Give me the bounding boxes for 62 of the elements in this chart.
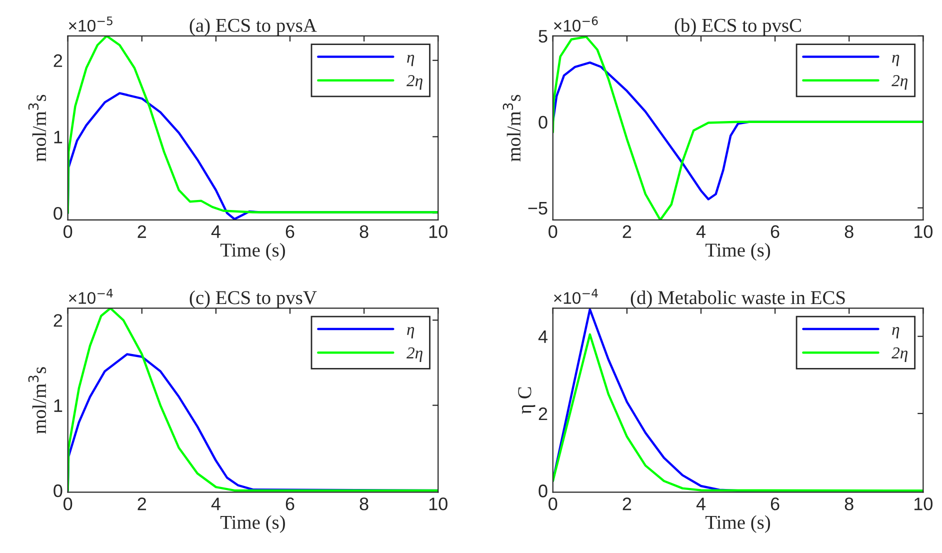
legend-label: η bbox=[892, 327, 900, 338]
x-tick-label: 6 bbox=[770, 225, 780, 238]
y-tick-label: 5 bbox=[538, 30, 548, 43]
legend-label: 2η bbox=[406, 347, 422, 362]
text: ×10$^{−5}$ bbox=[68, 16, 112, 32]
x-tick-label: 8 bbox=[360, 225, 368, 238]
x-tick-label: 8 bbox=[844, 225, 854, 238]
x-tick-label: 6 bbox=[286, 225, 294, 238]
y-tick-label: 4 bbox=[538, 330, 548, 343]
x-tick-label: 4 bbox=[696, 498, 706, 510]
x-tick-label: 8 bbox=[360, 498, 368, 510]
y-tick-label: 0 bbox=[54, 206, 62, 220]
x-tick-label: 4 bbox=[211, 498, 220, 510]
line-series bbox=[68, 308, 438, 492]
x-tick-label: 0 bbox=[548, 498, 558, 510]
text: ×10$^{−4}$ bbox=[68, 288, 113, 304]
legend-label: 2η bbox=[892, 347, 908, 362]
y-tick-label: 0 bbox=[538, 116, 548, 129]
x-tick-label: 4 bbox=[696, 225, 706, 238]
y-tick-label: −5 bbox=[528, 202, 548, 215]
line-series bbox=[552, 36, 924, 220]
y-axis-title: mol/m$^{3}$s bbox=[502, 94, 521, 162]
x-tick-label: 10 bbox=[914, 225, 932, 238]
y-axis-title: mol/m$^{3}$s bbox=[28, 367, 46, 434]
legend-label: η bbox=[407, 327, 414, 338]
chart-title: (d) Metabolic waste in ECS bbox=[630, 290, 845, 308]
x-tick-label: 2 bbox=[138, 498, 146, 510]
y-tick-label: 2 bbox=[538, 407, 548, 420]
chart-title: (b) ECS to pvsC bbox=[674, 18, 801, 36]
legend-label: η bbox=[407, 54, 414, 66]
x-tick-label: 8 bbox=[844, 498, 854, 510]
x-axis-title: Time (s) bbox=[220, 515, 285, 533]
x-tick-label: 2 bbox=[622, 498, 632, 510]
y-axis-title: mol/m$^{3}$s bbox=[28, 94, 46, 162]
text: ×10$^{−6}$ bbox=[554, 16, 598, 32]
y-tick-label: 0 bbox=[54, 484, 62, 498]
y-tick-label: 2 bbox=[54, 54, 62, 67]
x-tick-label: 0 bbox=[548, 225, 558, 238]
y-tick-label: 2 bbox=[54, 314, 62, 327]
x-tick-label: 10 bbox=[429, 498, 448, 510]
x-tick-label: 2 bbox=[622, 225, 632, 238]
y-tick-label: 1 bbox=[54, 130, 62, 144]
legend-label: 2η bbox=[892, 75, 908, 90]
chart-title: (a) ECS to pvsA bbox=[190, 18, 317, 36]
x-tick-label: 4 bbox=[211, 225, 220, 238]
y-tick-label: 1 bbox=[54, 399, 62, 412]
x-tick-label: 0 bbox=[64, 498, 72, 510]
chart-title: (c) ECS to pvsV bbox=[190, 290, 317, 308]
y-axis-title: η C bbox=[518, 387, 536, 414]
x-tick-label: 10 bbox=[914, 498, 932, 510]
x-tick-label: 2 bbox=[138, 225, 146, 238]
x-axis-title: Time (s) bbox=[706, 515, 770, 533]
x-tick-label: 10 bbox=[429, 225, 448, 238]
legend-label: 2η bbox=[406, 75, 422, 90]
x-axis-title: Time (s) bbox=[706, 242, 770, 261]
x-tick-label: 0 bbox=[64, 225, 72, 238]
x-axis-title: Time (s) bbox=[220, 242, 285, 261]
text: ×10$^{−4}$ bbox=[554, 288, 598, 304]
x-tick-label: 6 bbox=[286, 498, 294, 510]
x-tick-label: 6 bbox=[770, 498, 780, 510]
legend-label: η bbox=[892, 54, 900, 66]
y-tick-label: 0 bbox=[538, 484, 548, 498]
